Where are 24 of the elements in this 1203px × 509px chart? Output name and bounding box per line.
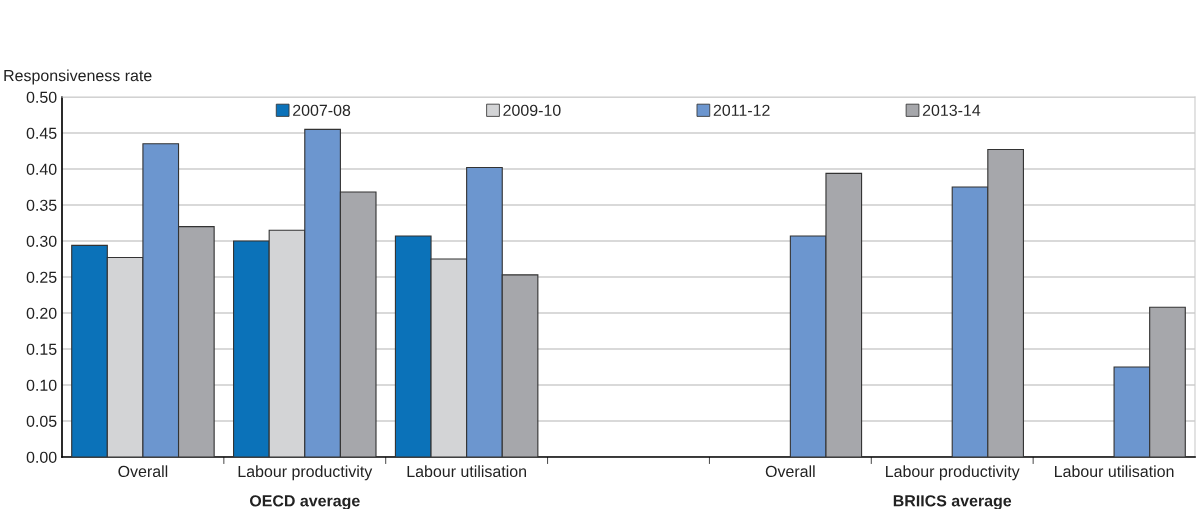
y-tick-label: 0.00 — [26, 451, 57, 463]
x-tick-label: Overall — [765, 465, 815, 478]
y-tick-label: 0.45 — [26, 127, 57, 139]
y-tick-label: 0.35 — [26, 199, 57, 211]
text: OECD average — [249, 495, 360, 509]
x-tick-label: Labour utilisation — [407, 465, 526, 478]
legend-label: 2007-08 — [293, 104, 351, 116]
x-tick-label: Labour productivity — [238, 465, 373, 481]
y-tick-label: 0.20 — [26, 307, 57, 319]
y-tick-label: 0.15 — [26, 343, 57, 355]
text: BRIICS average — [893, 495, 1012, 509]
y-tick-label: 0.25 — [26, 271, 57, 283]
y-tick-label: 0.05 — [26, 415, 57, 427]
y-tick-label: 0.40 — [26, 163, 57, 175]
y-tick-label: 0.50 — [26, 91, 57, 103]
legend-label: 2013-14 — [922, 104, 981, 116]
y-tick-label: 0.30 — [26, 235, 57, 247]
y-tick-label: 0.10 — [26, 379, 57, 391]
legend-label: 2011-12 — [713, 104, 770, 116]
x-tick-label: Labour utilisation — [1055, 465, 1174, 478]
y-axis-title: Responsiveness rate — [4, 69, 152, 85]
x-tick-label: Overall — [118, 465, 168, 478]
legend-label: 2009-10 — [503, 104, 561, 116]
x-tick-label: Labour productivity — [886, 465, 1020, 481]
